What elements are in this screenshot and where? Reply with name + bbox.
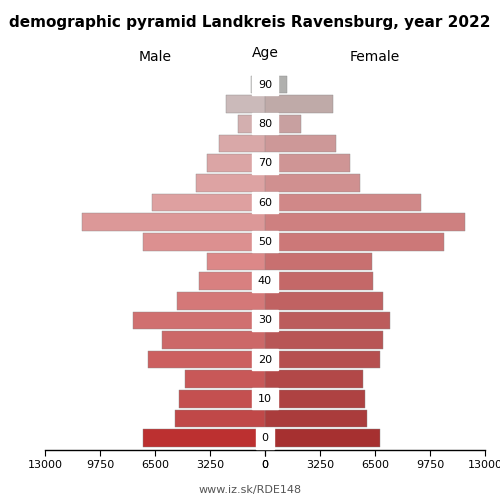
Title: Male: Male	[138, 50, 172, 64]
Text: www.iz.sk/RDE148: www.iz.sk/RDE148	[198, 485, 302, 495]
Text: 80: 80	[258, 119, 272, 129]
Bar	[265, 331, 384, 349]
Bar	[265, 351, 380, 368]
Text: 0: 0	[262, 433, 268, 443]
Bar	[265, 134, 336, 152]
Bar	[265, 76, 287, 94]
Bar	[178, 390, 265, 408]
Text: Age: Age	[252, 46, 278, 60]
Bar	[199, 272, 265, 290]
Bar	[176, 410, 265, 428]
Bar	[226, 96, 265, 113]
Bar	[133, 312, 265, 329]
Bar	[143, 233, 265, 250]
Bar	[265, 430, 380, 447]
Bar	[196, 174, 265, 192]
Bar	[265, 410, 366, 428]
Bar	[152, 194, 265, 212]
Bar	[208, 252, 265, 270]
Bar	[265, 115, 300, 133]
Text: 70: 70	[258, 158, 272, 168]
Bar	[186, 370, 265, 388]
Bar	[265, 292, 384, 310]
Bar	[143, 430, 265, 447]
Text: 90: 90	[258, 80, 272, 90]
Bar	[265, 194, 420, 212]
Bar	[265, 154, 349, 172]
Bar	[265, 390, 365, 408]
Bar	[265, 233, 444, 250]
Text: 10: 10	[258, 394, 272, 404]
Bar	[265, 370, 363, 388]
Bar	[252, 76, 265, 94]
Bar	[238, 115, 265, 133]
Title: Female: Female	[350, 50, 400, 64]
Bar	[265, 214, 464, 231]
Bar	[265, 96, 332, 113]
Bar	[265, 174, 360, 192]
Bar	[220, 134, 265, 152]
Text: 60: 60	[258, 198, 272, 207]
Bar	[177, 292, 265, 310]
Text: demographic pyramid Landkreis Ravensburg, year 2022: demographic pyramid Landkreis Ravensburg…	[9, 15, 491, 30]
Text: 30: 30	[258, 316, 272, 326]
Text: 50: 50	[258, 237, 272, 247]
Bar	[265, 252, 372, 270]
Bar	[265, 272, 374, 290]
Text: 20: 20	[258, 354, 272, 364]
Bar	[82, 214, 265, 231]
Text: 40: 40	[258, 276, 272, 286]
Bar	[162, 331, 265, 349]
Bar	[208, 154, 265, 172]
Bar	[265, 312, 390, 329]
Bar	[148, 351, 265, 368]
